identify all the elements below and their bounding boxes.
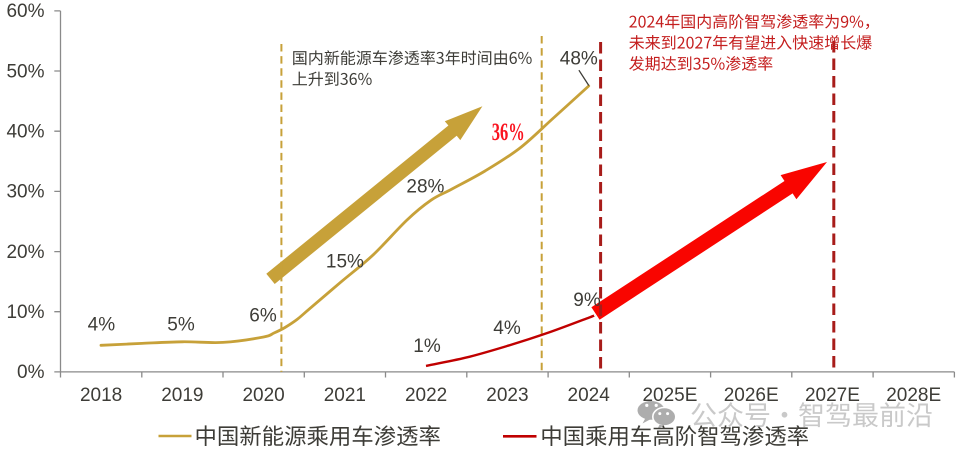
svg-text:1%: 1% [413, 336, 441, 357]
svg-text:15%: 15% [326, 251, 364, 272]
svg-text:28%: 28% [406, 176, 444, 197]
svg-text:2022: 2022 [405, 385, 447, 406]
svg-text:40%: 40% [6, 122, 44, 143]
svg-text:2028E: 2028E [886, 385, 941, 406]
svg-text:2026E: 2026E [724, 385, 779, 406]
svg-text:2024: 2024 [568, 385, 611, 406]
svg-text:9%: 9% [573, 290, 601, 311]
svg-text:50%: 50% [6, 61, 44, 82]
svg-text:4%: 4% [493, 318, 521, 339]
svg-text:2025E: 2025E [642, 385, 697, 406]
svg-text:5%: 5% [167, 315, 195, 336]
svg-text:20%: 20% [6, 242, 44, 263]
svg-text:36%: 36% [492, 119, 525, 146]
svg-text:2023: 2023 [486, 385, 528, 406]
svg-text:4%: 4% [88, 315, 116, 336]
svg-text:2018: 2018 [80, 385, 122, 406]
svg-text:48%: 48% [560, 49, 598, 70]
svg-text:60%: 60% [6, 1, 44, 22]
svg-text:2021: 2021 [324, 385, 366, 406]
svg-text:10%: 10% [6, 302, 44, 323]
svg-text:2019: 2019 [161, 385, 203, 406]
svg-text:6%: 6% [249, 305, 277, 326]
svg-text:30%: 30% [6, 182, 44, 203]
svg-text:2027E: 2027E [805, 385, 860, 406]
svg-text:0%: 0% [17, 362, 45, 383]
svg-text:2020: 2020 [242, 385, 284, 406]
